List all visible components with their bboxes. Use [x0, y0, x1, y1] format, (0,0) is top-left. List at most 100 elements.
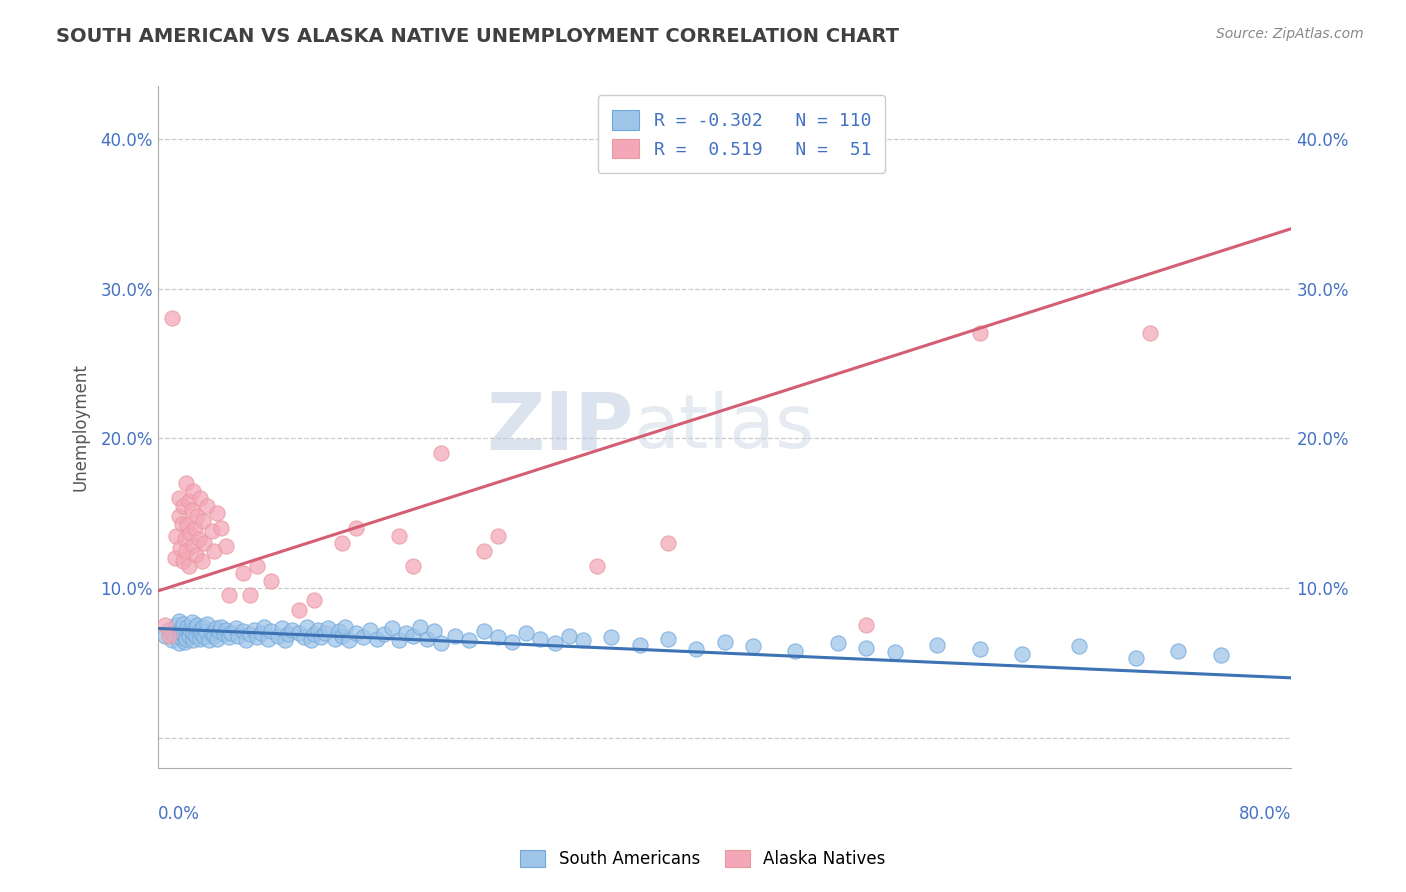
Point	[628, 638, 651, 652]
Point	[160, 626, 183, 640]
Point	[557, 629, 579, 643]
Point	[458, 633, 481, 648]
Point	[183, 622, 205, 636]
Point	[190, 627, 212, 641]
Point	[380, 622, 402, 636]
Point	[187, 532, 209, 546]
Point	[225, 622, 247, 636]
Point	[969, 326, 991, 341]
Point	[855, 640, 877, 655]
Point	[174, 476, 197, 491]
Point	[1067, 640, 1090, 654]
Point	[430, 636, 453, 650]
Point	[173, 532, 195, 546]
Point	[586, 558, 609, 573]
Point	[486, 631, 509, 645]
Point	[235, 633, 257, 648]
Point	[402, 629, 425, 643]
Point	[177, 558, 200, 573]
Point	[246, 558, 269, 573]
Point	[177, 629, 200, 643]
Point	[742, 640, 765, 654]
Point	[186, 618, 208, 632]
Point	[180, 615, 202, 630]
Point	[274, 633, 297, 648]
Point	[232, 566, 254, 580]
Point	[277, 627, 299, 641]
Point	[218, 631, 240, 645]
Point	[314, 626, 336, 640]
Point	[160, 311, 183, 326]
Point	[260, 624, 283, 639]
Point	[352, 631, 374, 645]
Point	[713, 635, 735, 649]
Point	[179, 525, 201, 540]
Point	[316, 622, 339, 636]
Point	[160, 633, 183, 648]
Point	[207, 632, 229, 646]
Point	[202, 629, 225, 643]
Point	[191, 620, 214, 634]
Point	[271, 622, 294, 636]
Point	[572, 633, 595, 648]
Point	[333, 620, 356, 634]
Point	[543, 636, 565, 650]
Point	[288, 626, 311, 640]
Point	[657, 536, 679, 550]
Point	[344, 521, 367, 535]
Point	[167, 614, 190, 628]
Point	[423, 624, 446, 639]
Point	[215, 623, 238, 637]
Point	[179, 623, 201, 637]
Point	[218, 589, 240, 603]
Point	[515, 626, 537, 640]
Point	[167, 491, 190, 505]
Text: SOUTH AMERICAN VS ALASKA NATIVE UNEMPLOYMENT CORRELATION CHART: SOUTH AMERICAN VS ALASKA NATIVE UNEMPLOY…	[56, 27, 900, 45]
Point	[195, 499, 218, 513]
Point	[208, 624, 231, 639]
Point	[685, 642, 707, 657]
Point	[288, 603, 311, 617]
Point	[172, 616, 194, 631]
Point	[388, 633, 411, 648]
Point	[337, 633, 360, 648]
Point	[183, 521, 205, 535]
Text: Source: ZipAtlas.com: Source: ZipAtlas.com	[1216, 27, 1364, 41]
Point	[188, 623, 211, 637]
Point	[188, 491, 211, 505]
Point	[170, 622, 193, 636]
Point	[307, 623, 329, 637]
Text: atlas: atlas	[634, 391, 815, 464]
Point	[388, 528, 411, 542]
Point	[267, 629, 290, 643]
Point	[181, 626, 204, 640]
Point	[181, 633, 204, 648]
Point	[172, 627, 194, 641]
Point	[529, 632, 551, 646]
Point	[330, 629, 353, 643]
Point	[260, 574, 283, 588]
Point	[174, 632, 197, 646]
Point	[1011, 647, 1033, 661]
Point	[501, 635, 523, 649]
Point	[207, 506, 229, 520]
Point	[165, 528, 187, 542]
Point	[472, 543, 495, 558]
Point	[184, 629, 207, 643]
Point	[167, 636, 190, 650]
Point	[395, 626, 418, 640]
Point	[239, 627, 262, 641]
Point	[214, 627, 236, 641]
Point	[444, 629, 467, 643]
Point	[281, 623, 304, 637]
Point	[292, 631, 315, 645]
Point	[402, 558, 425, 573]
Point	[472, 624, 495, 639]
Point	[181, 539, 204, 553]
Point	[323, 632, 346, 646]
Point	[186, 509, 208, 524]
Point	[204, 622, 226, 636]
Point	[167, 509, 190, 524]
Point	[190, 554, 212, 568]
Point	[200, 626, 222, 640]
